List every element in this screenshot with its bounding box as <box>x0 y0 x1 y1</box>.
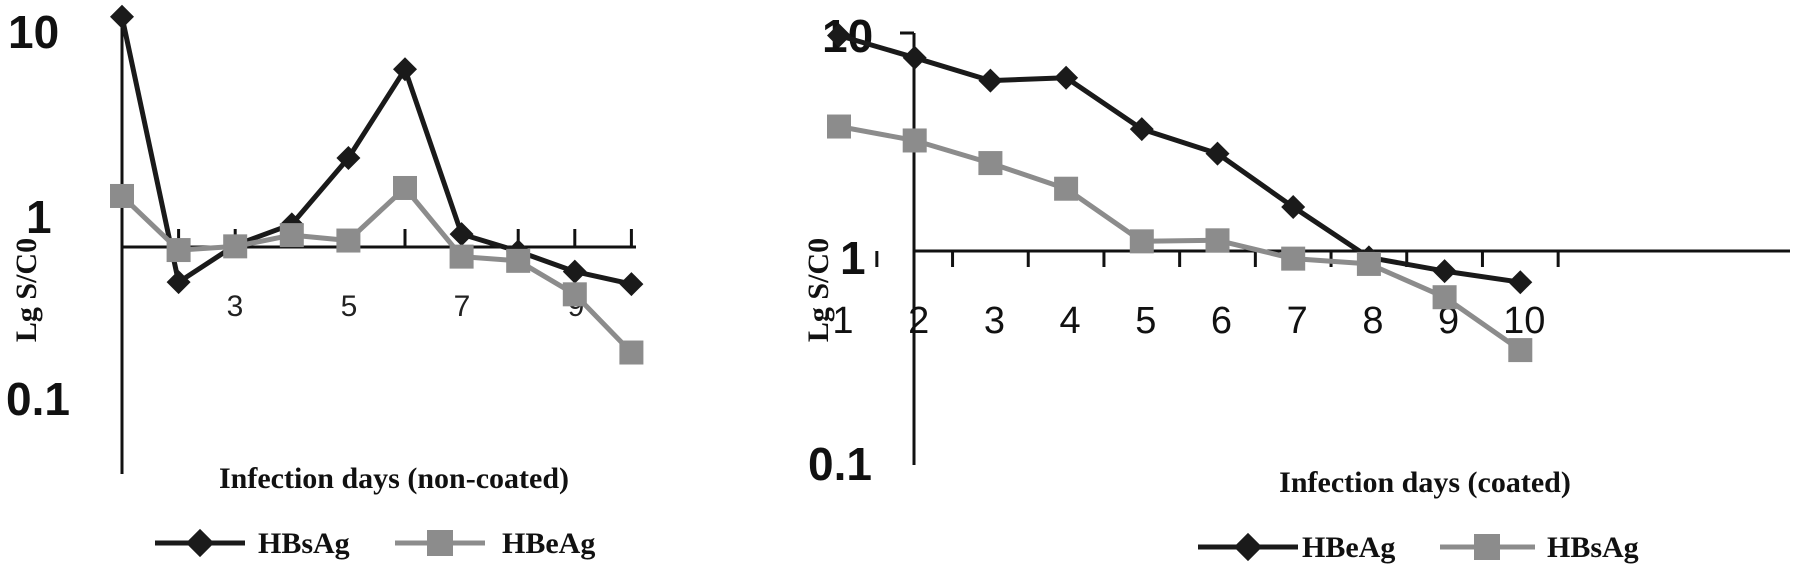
right-legend-marker-hbeag <box>1233 532 1263 562</box>
left-point-hbsag-6 <box>393 57 417 82</box>
right-x-tick-labels: 1 2 3 4 5 6 7 8 9 10 <box>832 300 1545 342</box>
left-legend-label-hbsag: HBsAg <box>258 527 350 560</box>
right-ylabel: Lg S/C0 <box>802 238 835 342</box>
left-point-hbeag-5 <box>336 228 361 253</box>
left-series-line-hbeag <box>120 185 634 355</box>
left-point-hbsag-5 <box>336 146 361 171</box>
right-point-hbeag-2 <box>902 45 927 70</box>
left-point-hbeag-10 <box>619 340 644 365</box>
left-point-hbeag-6 <box>393 175 417 200</box>
right-point-hbsag-5 <box>1129 229 1154 254</box>
left-xtick-5: 5 <box>341 290 358 323</box>
right-point-hbsag-8 <box>1356 251 1381 276</box>
right-point-hbsag-9 <box>1432 285 1457 310</box>
right-legend: HBeAg HBsAg <box>1198 531 1639 564</box>
right-series-line-hbsag <box>838 124 1522 353</box>
chart-right: 10 1 0.1 Lg S/C0 1 2 3 4 5 6 7 8 9 10 Infection d… <box>802 10 1790 564</box>
left-point-hbeag-1 <box>110 183 134 208</box>
left-point-hbeag-3 <box>223 234 248 259</box>
left-legend-label-hbeag: HBeAg <box>502 527 595 560</box>
right-point-hbsag-6 <box>1205 228 1230 253</box>
left-legend-marker-hbeag <box>427 530 453 556</box>
right-ytick-1: 1 <box>840 232 866 284</box>
left-point-hbsag-9 <box>562 259 587 284</box>
right-point-hbsag-7 <box>1281 246 1306 271</box>
right-xtick-label-9: 9 <box>1438 300 1459 342</box>
left-xtick-3: 3 <box>227 290 244 323</box>
left-xtick-7: 7 <box>454 290 471 323</box>
left-ylabel: Lg S/C0 <box>10 238 43 342</box>
right-x-ticks <box>875 251 1560 267</box>
right-point-hbeag-4 <box>1054 65 1079 90</box>
left-series-line-hbsag <box>119 16 632 287</box>
right-point-hbsag-2 <box>902 128 927 153</box>
right-xtick-label-4: 4 <box>1060 300 1081 342</box>
right-series-line-hbeag <box>838 33 1521 285</box>
right-xtick-label-3: 3 <box>984 300 1005 342</box>
right-xtick-label-6: 6 <box>1211 300 1232 342</box>
left-point-hbeag-4 <box>279 223 304 248</box>
right-series-group <box>827 23 1533 363</box>
chart-left: 10 1 0.1 Lg S/C0 3 5 7 9 Infection days … <box>6 4 644 560</box>
left-ytick-10: 10 <box>8 6 59 58</box>
left-point-hbeag-8 <box>506 248 531 273</box>
right-point-hbeag-1 <box>827 23 851 48</box>
left-point-hbeag-7 <box>449 244 474 269</box>
left-legend: HBsAg HBeAg <box>155 527 595 560</box>
right-xtick-label-2: 2 <box>908 300 929 342</box>
left-point-hbsag-10 <box>619 272 644 297</box>
right-legend-marker-hbsag <box>1474 534 1500 560</box>
left-point-hbeag-2 <box>166 238 191 263</box>
left-point-hbeag-9 <box>562 282 587 307</box>
right-xtick-label-5: 5 <box>1135 300 1156 342</box>
left-series-group <box>110 4 644 365</box>
right-xtick-label-7: 7 <box>1287 300 1308 342</box>
right-point-hbsag-4 <box>1054 176 1079 201</box>
left-ytick-0.1: 0.1 <box>6 373 70 425</box>
right-legend-label-hbsag: HBsAg <box>1547 531 1639 564</box>
right-point-hbsag-10 <box>1508 338 1533 363</box>
right-ytick-0.1: 0.1 <box>808 438 872 490</box>
left-xlabel: Infection days (non-coated) <box>219 462 569 495</box>
right-point-hbeag-10 <box>1508 270 1533 295</box>
left-ytick-1: 1 <box>26 191 52 243</box>
right-xtick-label-8: 8 <box>1362 300 1383 342</box>
right-legend-label-hbeag: HBeAg <box>1302 531 1395 564</box>
right-point-hbeag-3 <box>978 68 1003 93</box>
right-point-hbeag-6 <box>1205 141 1230 166</box>
right-xtick-label-1: 1 <box>832 300 853 342</box>
right-xlabel: Infection days (coated) <box>1279 466 1571 499</box>
left-point-hbsag-1 <box>110 4 134 29</box>
right-xtick-label-10: 10 <box>1503 300 1545 342</box>
right-point-hbeag-5 <box>1129 117 1154 142</box>
right-point-hbeag-9 <box>1432 259 1457 284</box>
right-point-hbsag-3 <box>978 151 1003 176</box>
right-point-hbsag-1 <box>827 114 851 139</box>
left-legend-marker-hbsag <box>185 528 215 558</box>
right-point-hbeag-7 <box>1281 195 1306 220</box>
left-point-hbsag-7 <box>449 222 474 247</box>
left-point-hbsag-2 <box>166 270 191 295</box>
